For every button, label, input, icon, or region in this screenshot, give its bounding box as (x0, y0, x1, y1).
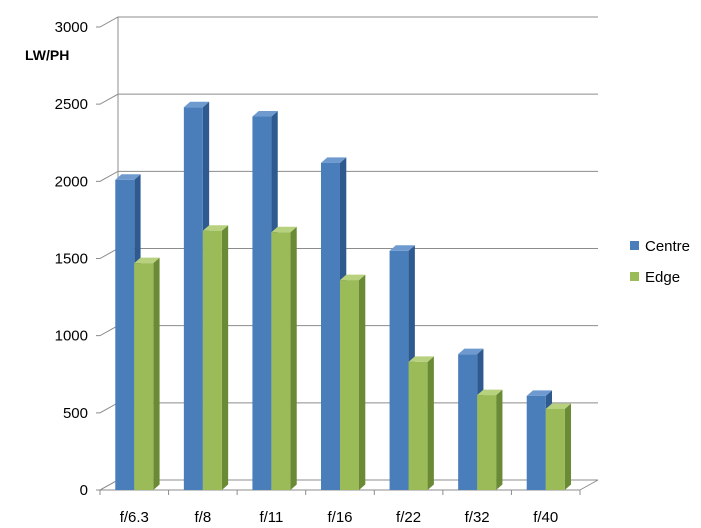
gridline (96, 16, 598, 28)
bar-edge-f22 (408, 356, 434, 490)
y-tick-label: 3000 (55, 19, 88, 36)
bar-edge-f16 (340, 274, 366, 490)
y-axis-tick-labels: 0 500 1000 1500 2000 2500 3000 (55, 19, 88, 499)
bar-front (115, 179, 135, 491)
bar-front (408, 361, 428, 490)
x-tick-label: f/40 (533, 509, 558, 526)
bar-side (359, 274, 366, 490)
bar-edge-f40 (545, 403, 572, 490)
bar-top (477, 389, 503, 396)
bar-top (183, 101, 210, 108)
gridlines (96, 16, 598, 491)
legend-label-edge: Edge (645, 269, 680, 286)
bar-side (290, 226, 297, 490)
bar-front (477, 395, 497, 490)
bar-side (153, 257, 160, 490)
bar-front (183, 107, 203, 491)
legend-label-centre: Centre (645, 238, 690, 255)
bar-front (458, 354, 478, 490)
bar-front (202, 230, 222, 490)
y-tick-label: 1500 (55, 251, 88, 268)
bar-top (115, 174, 141, 180)
bar-front (389, 250, 409, 490)
y-tick-label: 2000 (55, 173, 88, 190)
x-tick-label: f/8 (195, 509, 212, 526)
y-tick-label: 0 (80, 482, 88, 499)
bar-top (389, 245, 415, 251)
x-axis-tick-labels: f/6.3 f/8 f/11 f/16 f/22 f/32 f/40 (99, 490, 581, 526)
bar-side (221, 225, 229, 490)
x-tick-label: f/16 (327, 509, 352, 526)
floor-right-edge (579, 479, 599, 491)
bar-side (427, 356, 434, 490)
bar-front (526, 395, 546, 490)
bar-front (134, 263, 154, 490)
bar-front (340, 280, 359, 490)
x-tick-label: f/6.3 (120, 509, 149, 526)
bar-top (408, 356, 434, 362)
bar-edge-f32 (477, 389, 503, 490)
legend-swatch-edge (630, 272, 639, 281)
bar-side (496, 389, 503, 490)
bars (115, 101, 572, 491)
bar-top (252, 111, 278, 117)
gridline (96, 170, 598, 182)
y-tick-label: 1000 (55, 328, 88, 345)
bar-top (340, 274, 366, 281)
bar-front (545, 408, 565, 490)
bar-edge-f63 (134, 257, 160, 490)
bar-top (321, 157, 347, 163)
x-tick-label: f/32 (465, 509, 490, 526)
y-tick-label: 500 (63, 405, 88, 422)
y-axis-label: LW/PH (25, 47, 69, 63)
bar-front (321, 162, 340, 490)
bar-front (252, 116, 272, 490)
y-tick-label: 2500 (55, 96, 88, 113)
legend: Centre Edge (630, 238, 690, 286)
bar-edge-f11 (271, 226, 297, 490)
x-tick-label: f/11 (259, 509, 283, 526)
bar-top (458, 348, 484, 355)
bar-top (202, 225, 229, 231)
gridline (96, 248, 598, 259)
bar-top (134, 257, 160, 264)
bar-side (564, 403, 572, 490)
bar-edge-f8 (202, 225, 229, 490)
bar-top (545, 403, 572, 409)
bar-top (526, 390, 553, 396)
bar-top (271, 226, 297, 233)
x-tick-label: f/22 (396, 509, 421, 526)
gridline (96, 93, 598, 105)
bar-front (271, 232, 291, 490)
legend-swatch-centre (630, 241, 639, 250)
